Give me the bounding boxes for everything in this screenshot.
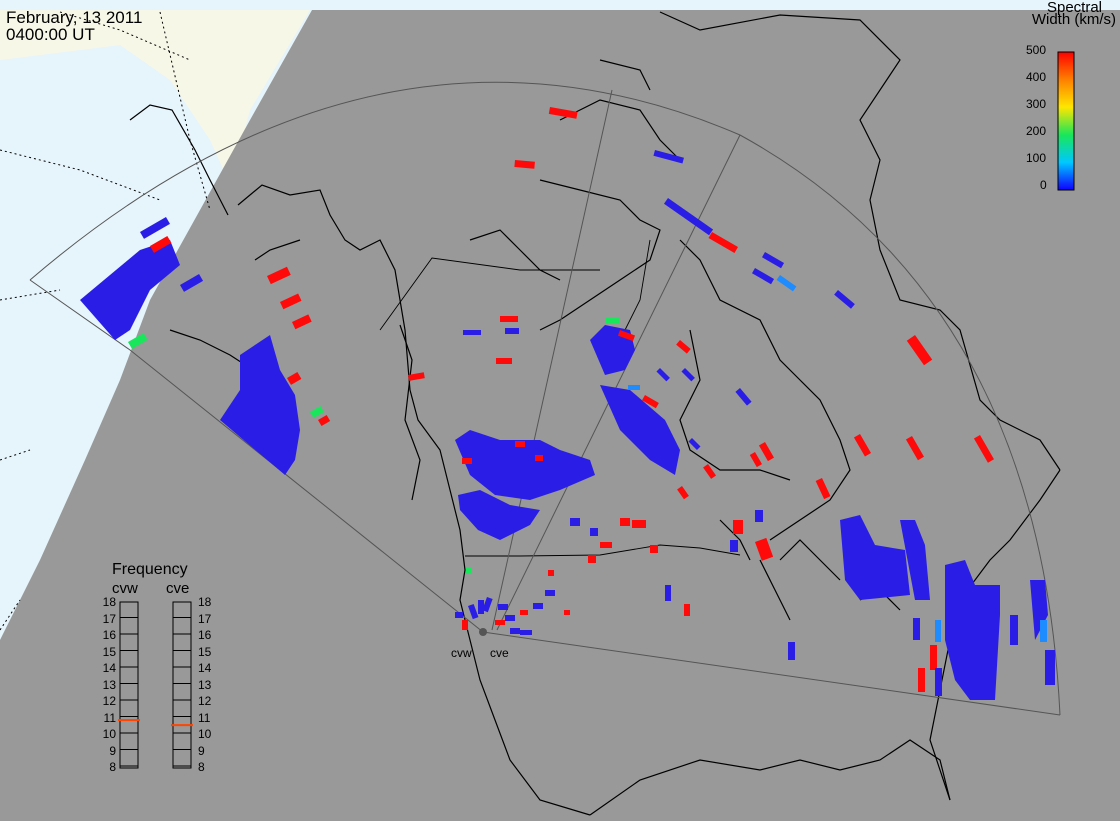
frequency-tick-label: 17 xyxy=(198,611,212,626)
frequency-tick-label: 11 xyxy=(198,710,211,725)
frequency-tick-label: 12 xyxy=(198,694,212,708)
coastlines xyxy=(129,11,1061,816)
frequency-tick-label: 8 xyxy=(198,760,205,774)
time-label: 0400:00 UT xyxy=(6,25,95,44)
frequency-radar-label: cve xyxy=(166,580,190,597)
frequency-tick-label: 15 xyxy=(102,644,116,659)
frequency-tick-label: 16 xyxy=(102,628,116,642)
frequency-radar-label: cvw xyxy=(112,580,138,597)
frequency-tick-label: 11 xyxy=(103,710,116,725)
frequency-tick-label: 12 xyxy=(102,694,116,708)
frequency-tick-label: 18 xyxy=(102,595,116,609)
frequency-tick-label: 15 xyxy=(198,644,212,659)
spectral-width-colorbar xyxy=(1057,51,1075,191)
frequency-tick-label: 14 xyxy=(102,661,116,675)
colorbar-tick: 0 xyxy=(1040,178,1047,192)
colorbar-title-line1: Spectral xyxy=(1046,0,1102,16)
backscatter-cells xyxy=(80,106,1055,700)
colorbar-tick: 200 xyxy=(1026,124,1047,138)
frequency-tick-label: 9 xyxy=(198,743,205,758)
colorbar-tick: 300 xyxy=(1026,97,1047,111)
daylight-land xyxy=(0,10,310,185)
colorbar-tick: 100 xyxy=(1026,151,1047,165)
frequency-tick-label: 13 xyxy=(198,677,212,692)
frequency-tick-label: 18 xyxy=(198,595,212,609)
colorbar-tick: 500 xyxy=(1026,43,1047,57)
frequency-tick-label: 10 xyxy=(102,727,116,741)
frequency-tick-label: 8 xyxy=(109,760,116,774)
frequency-tick-label: 17 xyxy=(102,611,116,626)
frequency-tick-label: 16 xyxy=(198,628,212,642)
frequency-title: Frequency xyxy=(112,561,188,578)
frequency-tick-label: 13 xyxy=(102,677,116,692)
radar-site-label: cvw xyxy=(451,646,472,660)
colorbar-title-line2: Width (km/s) xyxy=(1031,11,1116,28)
radar-fov xyxy=(29,81,1061,716)
frequency-gauges xyxy=(118,601,193,769)
night-region xyxy=(0,10,1120,821)
colorbar-tick: 400 xyxy=(1026,70,1047,84)
frequency-tick-label: 14 xyxy=(198,661,212,675)
frequency-tick-label: 10 xyxy=(198,727,212,741)
borders xyxy=(379,239,741,557)
date-label: February, 13 2011 xyxy=(6,8,143,27)
graticule-day xyxy=(0,11,211,631)
radar-site-marker xyxy=(479,628,487,636)
radar-site-label: cve xyxy=(490,646,509,660)
frequency-tick-label: 9 xyxy=(109,743,116,758)
